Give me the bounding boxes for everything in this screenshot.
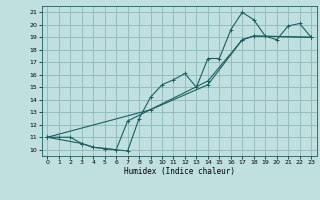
X-axis label: Humidex (Indice chaleur): Humidex (Indice chaleur) <box>124 167 235 176</box>
